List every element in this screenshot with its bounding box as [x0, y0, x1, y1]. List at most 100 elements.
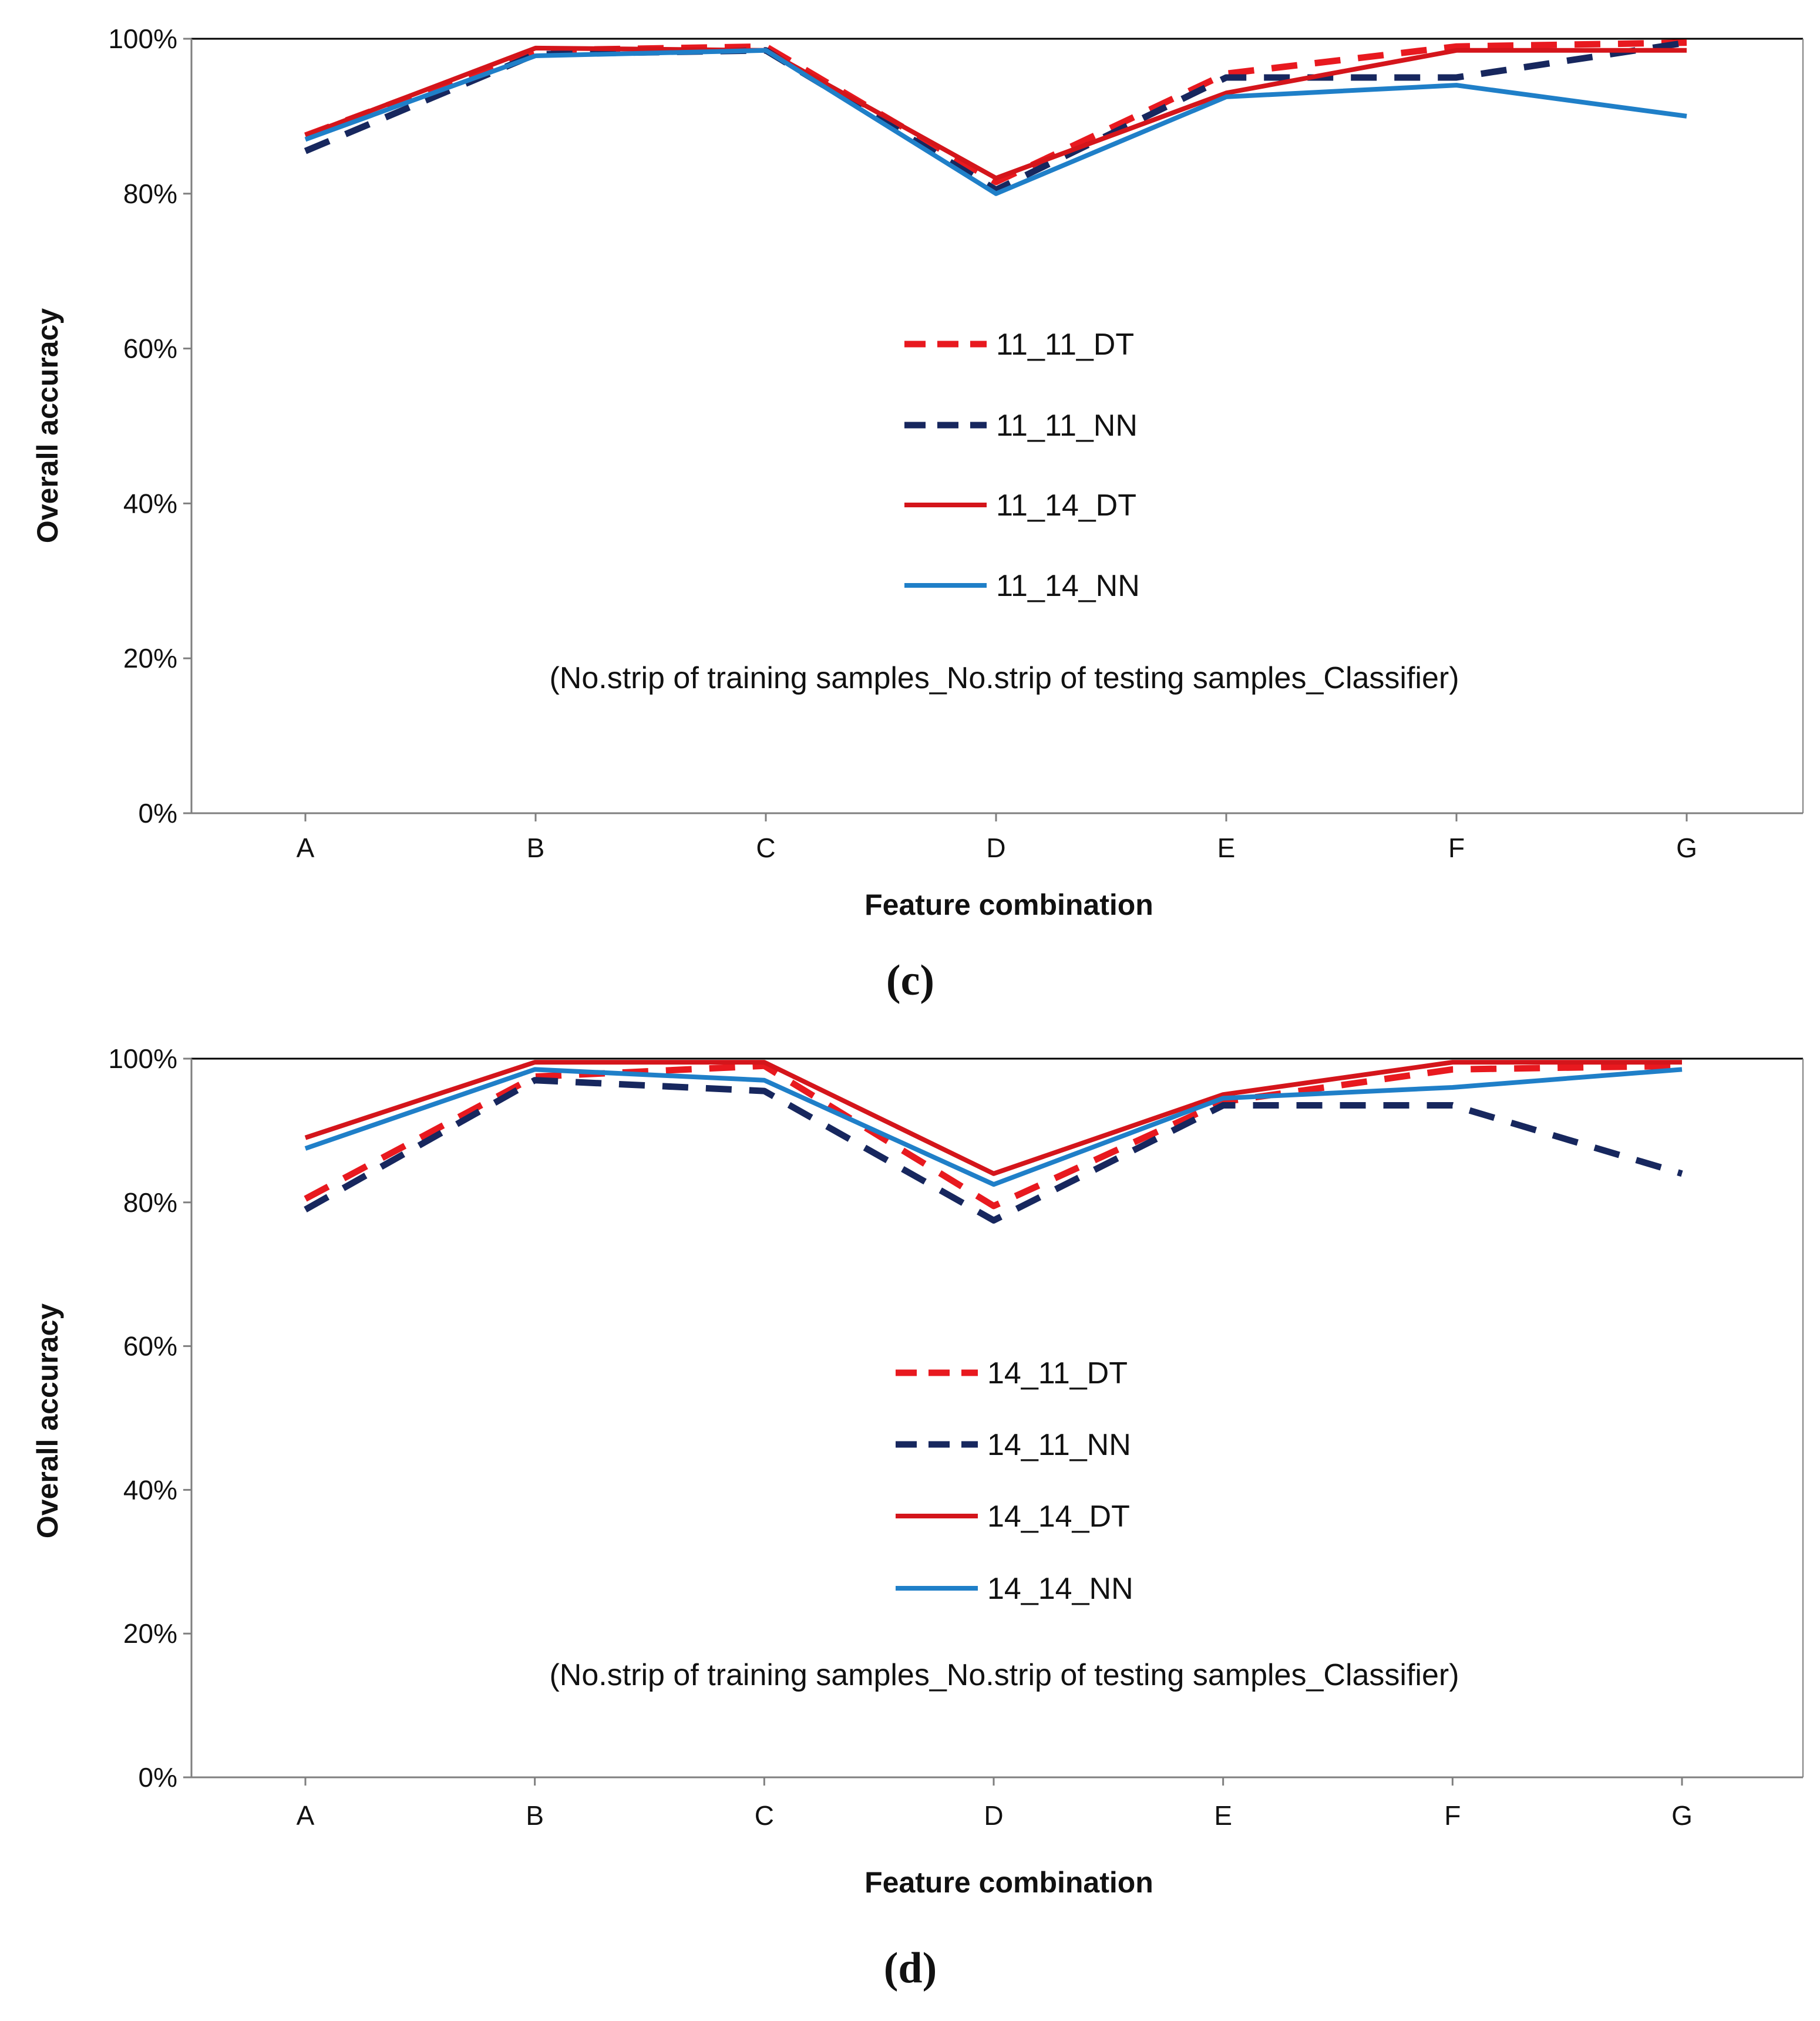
data-point-11-11-nn — [1686, 42, 1687, 43]
legend-label-11-14-nn: 11_14_NN — [996, 569, 1140, 603]
y-tick-label: 60% — [123, 334, 177, 364]
y-axis-title: Overall accuracy — [31, 308, 64, 543]
data-point-11-14-nn — [1686, 116, 1687, 117]
chart-panel-d: 0% 20% 40% 60% 80% 100% A B C D E F G Feature combina… — [31, 1043, 1804, 1992]
x-axis-title: Feature combination — [864, 888, 1153, 921]
x-tick-label: C — [756, 833, 775, 863]
data-point-14-11-nn — [1452, 1105, 1453, 1106]
data-point-11-14-dt — [1686, 50, 1687, 51]
legend-label-11-14-dt: 11_14_DT — [996, 489, 1136, 523]
data-point-14-11-nn — [993, 1220, 994, 1221]
data-point-14-11-nn — [534, 1080, 536, 1081]
panel-label: (d) — [884, 1944, 937, 1992]
series-line-14-14-dt — [304, 1060, 1682, 1176]
legend-note: (No.strip of training samples_No.strip o… — [549, 661, 1459, 695]
legend-label-14-11-nn: 14_11_NN — [987, 1428, 1131, 1462]
data-point-11-14-nn — [995, 193, 997, 194]
data-point-11-11-dt — [995, 181, 997, 183]
x-tick-label: E — [1214, 1800, 1232, 1831]
legend-label-14-14-nn: 14_14_NN — [987, 1572, 1133, 1606]
y-tick-label: 40% — [123, 1474, 177, 1505]
data-point-11-11-nn — [1456, 77, 1457, 78]
legend-label-11-11-dt: 11_11_DT — [996, 328, 1134, 362]
y-tick-label: 40% — [123, 488, 177, 518]
data-point-14-14-nn — [1452, 1087, 1453, 1088]
data-point-11-14-dt — [305, 135, 306, 136]
data-point-11-11-nn — [995, 189, 997, 190]
y-tick-label: 20% — [123, 1618, 177, 1649]
data-point-14-11-dt — [763, 1065, 765, 1066]
data-point-14-11-dt — [1452, 1069, 1453, 1070]
y-tick-label: 20% — [123, 643, 177, 673]
data-point-14-14-dt — [1681, 1062, 1683, 1063]
data-point-11-11-nn — [1226, 77, 1227, 78]
legend-label-14-14-dt: 14_14_DT — [987, 1500, 1130, 1534]
y-tick-label: 80% — [123, 178, 177, 209]
data-point-14-11-nn — [305, 1209, 306, 1210]
legend-label-14-11-dt: 14_11_DT — [987, 1356, 1128, 1390]
legend-note: (No.strip of training samples_No.strip o… — [549, 1658, 1459, 1692]
series-line-11-14-dt — [304, 45, 1687, 181]
series-line-14-11-nn — [304, 1077, 1683, 1224]
x-tick-label: C — [755, 1800, 774, 1831]
data-point-11-14-dt — [995, 177, 997, 178]
y-tick-label: 100% — [108, 23, 177, 54]
data-point-14-14-nn — [1223, 1097, 1224, 1099]
data-point-11-14-nn — [305, 139, 306, 140]
y-tick-label: 0% — [139, 1762, 177, 1793]
x-tick-label: F — [1448, 833, 1465, 863]
data-point-14-14-nn — [763, 1080, 765, 1081]
data-point-14-11-dt — [1681, 1065, 1683, 1066]
legend-label-11-11-nn: 11_11_NN — [996, 409, 1138, 443]
x-tick-label: B — [526, 1800, 544, 1831]
y-tick-label: 60% — [123, 1331, 177, 1362]
x-tick-label: B — [527, 833, 545, 863]
data-point-11-14-nn — [1226, 96, 1227, 97]
data-point-14-14-nn — [1681, 1069, 1683, 1070]
data-point-11-14-dt — [1226, 92, 1227, 93]
x-tick-label: F — [1444, 1800, 1461, 1831]
chart-panel-c: 0% 20% 40% 60% 80% 100% A B C D E F G Feature combina… — [31, 23, 1804, 1005]
data-point-11-14-nn — [765, 50, 766, 51]
data-point-14-14-nn — [305, 1148, 306, 1149]
x-tick-label: G — [1671, 1800, 1693, 1831]
series-line-11-11-dt — [304, 39, 1687, 186]
y-tick-label: 80% — [123, 1187, 177, 1218]
data-point-11-14-nn — [1456, 85, 1457, 86]
data-point-11-11-dt — [1226, 73, 1227, 74]
data-point-11-14-nn — [535, 55, 536, 56]
y-axis-title: Overall accuracy — [31, 1303, 64, 1538]
data-point-14-14-dt — [763, 1062, 765, 1063]
data-point-11-14-dt — [535, 48, 536, 49]
data-point-14-14-nn — [993, 1184, 994, 1185]
series-line-14-11-dt — [304, 1062, 1683, 1210]
panel-label: (c) — [886, 956, 934, 1005]
data-point-14-11-nn — [763, 1090, 765, 1092]
series-line-11-11-nn — [304, 39, 1687, 193]
data-point-14-11-nn — [1681, 1173, 1683, 1174]
data-point-11-11-nn — [305, 150, 306, 151]
data-point-14-14-dt — [1452, 1062, 1453, 1063]
data-point-14-14-dt — [534, 1062, 536, 1063]
x-tick-label: A — [297, 1800, 315, 1831]
data-point-11-11-dt — [1456, 46, 1457, 47]
x-tick-label: A — [297, 833, 315, 863]
data-point-14-14-dt — [1223, 1094, 1224, 1095]
data-point-14-14-dt — [305, 1137, 306, 1139]
data-point-14-11-dt — [993, 1205, 994, 1207]
x-tick-label: D — [986, 833, 1005, 863]
data-point-11-14-dt — [1456, 50, 1457, 51]
series-line-11-14-nn — [304, 48, 1687, 196]
data-point-11-11-dt — [765, 46, 766, 47]
x-tick-label: D — [984, 1800, 1003, 1831]
data-point-14-11-dt — [305, 1198, 306, 1200]
data-point-14-11-nn — [1223, 1105, 1224, 1106]
y-tick-label: 0% — [139, 798, 177, 828]
data-point-14-14-dt — [993, 1173, 994, 1174]
x-axis-title: Feature combination — [864, 1866, 1153, 1899]
x-tick-label: G — [1676, 833, 1697, 863]
x-tick-label: E — [1217, 833, 1236, 863]
data-point-14-14-nn — [534, 1069, 536, 1070]
y-tick-label: 100% — [108, 1043, 177, 1074]
